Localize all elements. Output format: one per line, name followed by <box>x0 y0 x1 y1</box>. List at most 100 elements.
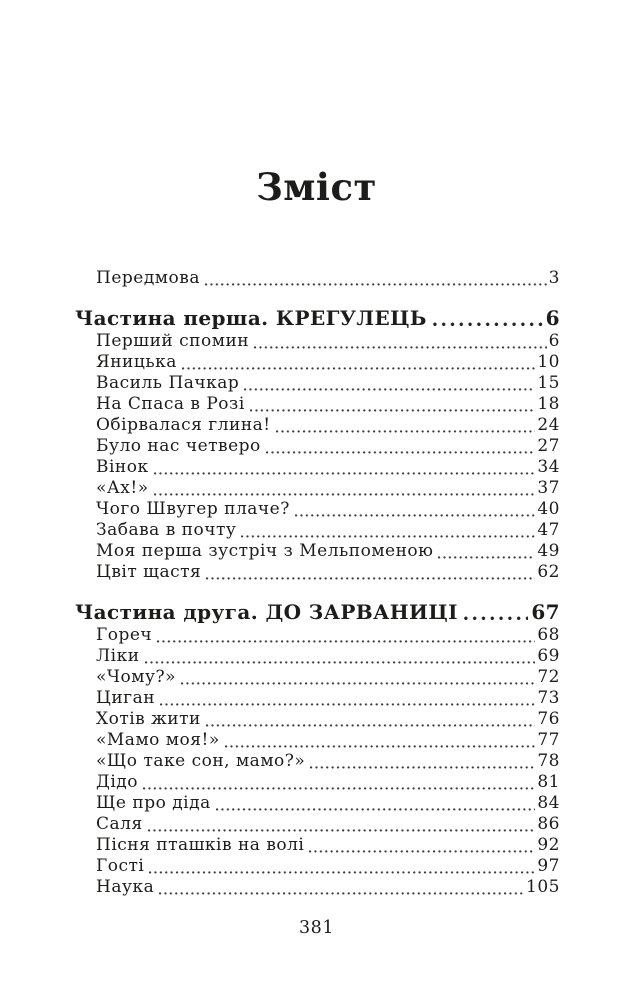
toc-entry-page-number: 34 <box>537 457 560 477</box>
toc-entry: Хотів жити 76 <box>75 709 560 730</box>
toc-entry-page-number: 76 <box>537 709 560 729</box>
toc-entry: Обірвалася глина! 24 <box>75 415 560 436</box>
dot-leader <box>432 322 543 327</box>
toc-entry-label: Обірвалася глина! <box>96 415 271 435</box>
dot-leader <box>181 367 536 370</box>
toc-entry-label: Ліки <box>96 646 140 666</box>
toc-entry-preface: Передмова 3 <box>75 268 560 289</box>
toc-entry: Вінок 34 <box>75 457 560 478</box>
toc-entry-page-number: 37 <box>537 478 560 498</box>
dot-leader <box>224 745 536 748</box>
toc-entry-label: Гореч <box>96 625 153 645</box>
toc-entry: Ще про діда 84 <box>75 793 560 814</box>
toc-entry-page-number: 62 <box>537 562 560 582</box>
dot-leader <box>153 472 536 475</box>
toc-entry-page-number: 47 <box>537 520 560 540</box>
toc-entry-page-number: 68 <box>537 625 560 645</box>
toc-entry: Гості 97 <box>75 856 560 877</box>
dot-leader <box>149 871 536 874</box>
toc-entry-label: Перший спомин <box>96 331 250 351</box>
dot-leader <box>309 850 536 853</box>
page-title: Зміст <box>256 165 377 209</box>
toc-entry-label: Василь Пачкар <box>96 373 240 393</box>
dot-leader <box>181 682 536 685</box>
toc-entry: Гореч 68 <box>75 625 560 646</box>
dot-leader <box>206 577 536 580</box>
dot-leader <box>310 766 536 769</box>
toc-entry-label: Цвіт щастя <box>96 562 202 582</box>
toc-entry-page-number: 84 <box>537 793 560 813</box>
dot-leader <box>144 661 536 664</box>
toc-entry: «Чому?» 72 <box>75 667 560 688</box>
toc-entry-label: «Що таке сон, мамо?» <box>96 751 306 771</box>
toc-entry-label: Було нас четверо <box>96 436 261 456</box>
dot-leader <box>438 556 536 559</box>
toc-entry: Чого Швугер плаче? 40 <box>75 499 560 520</box>
toc-entry-label: Саля <box>96 814 143 834</box>
dot-leader <box>142 787 536 790</box>
toc-entry: Моя перша зустріч з Мельпоменою 49 <box>75 541 560 562</box>
toc-entry: «Ах!» 37 <box>75 478 560 499</box>
toc-entry-label: Вінок <box>96 457 149 477</box>
toc-entry-page-number: 15 <box>537 373 560 393</box>
toc-entry-page-number: 40 <box>537 499 560 519</box>
toc-parts: Частина перша. КРЕГУЛЕЦЬ 6 Перший спомин… <box>75 305 560 898</box>
dot-leader <box>157 640 536 643</box>
toc-entry-label: «Ах!» <box>96 478 149 498</box>
toc-entry-label: «Мамо моя!» <box>96 730 220 750</box>
toc-entry-label: Дідо <box>96 772 138 792</box>
dot-leader <box>275 430 536 433</box>
toc-entry-label: Хотів жити <box>96 709 201 729</box>
dot-leader <box>254 346 547 349</box>
toc-entry-label: Циган <box>96 688 156 708</box>
toc-entry: Наука 105 <box>75 877 560 898</box>
toc-entry-page-number: 49 <box>537 541 560 561</box>
dot-leader <box>205 724 536 727</box>
dot-leader <box>241 535 536 538</box>
toc-entry-page-number: 105 <box>526 877 560 897</box>
toc-part: Частина перша. КРЕГУЛЕЦЬ 6 Перший спомин… <box>75 305 560 583</box>
toc-entry-label: Ще про діда <box>96 793 211 813</box>
dot-leader <box>153 493 536 496</box>
dot-leader <box>249 409 536 412</box>
toc-entry-label: Передмова <box>96 268 200 288</box>
toc-entry: Дідо 81 <box>75 772 560 793</box>
toc-entry: Ліки 69 <box>75 646 560 667</box>
dot-leader <box>159 892 525 895</box>
toc-entry: «Що таке сон, мамо?» 78 <box>75 751 560 772</box>
dot-leader <box>147 829 536 832</box>
toc-entry: На Спаса в Розі 18 <box>75 394 560 415</box>
dot-leader <box>160 703 536 706</box>
toc-part-page-number: 67 <box>531 600 560 624</box>
toc-entry-label: Пісня пташків на волі <box>96 835 305 855</box>
toc-entry: Пісня пташків на волі 92 <box>75 835 560 856</box>
toc-entry-page-number: 78 <box>537 751 560 771</box>
toc-entry-page-number: 86 <box>537 814 560 834</box>
toc-entry-page-number: 10 <box>537 352 560 372</box>
folio-page-number: 381 <box>299 918 334 938</box>
table-of-contents: Передмова 3 Частина перша. КРЕГУЛЕЦЬ 6 П… <box>75 268 560 898</box>
toc-entry-page-number: 97 <box>537 856 560 876</box>
toc-entry: Цвіт щастя 62 <box>75 562 560 583</box>
toc-part-heading-label: Частина друга. ДО ЗАРВАНИЦІ <box>75 600 458 624</box>
toc-part-heading: Частина перша. КРЕГУЛЕЦЬ 6 <box>75 305 560 331</box>
toc-part: Частина друга. ДО ЗАРВАНИЦІ 67 Гореч 68 … <box>75 599 560 898</box>
toc-part-heading: Частина друга. ДО ЗАРВАНИЦІ 67 <box>75 599 560 625</box>
toc-entry: Яницька 10 <box>75 352 560 373</box>
dot-leader <box>215 808 536 811</box>
toc-entry-label: Чого Швугер плаче? <box>96 499 290 519</box>
toc-entry: Забава в почту 47 <box>75 520 560 541</box>
toc-entry-label: Наука <box>96 877 155 897</box>
dot-leader <box>244 388 536 391</box>
toc-part-page-number: 6 <box>545 306 560 330</box>
toc-entry-label: Гості <box>96 856 145 876</box>
dot-leader <box>265 451 536 454</box>
toc-entry-page-number: 77 <box>537 730 560 750</box>
toc-part-entries: Гореч 68 Ліки 69 «Чому?» 72 Циган 73 Хот… <box>75 625 560 898</box>
toc-entry-page-number: 27 <box>537 436 560 456</box>
toc-entry-label: Яницька <box>96 352 177 372</box>
dot-leader <box>463 616 529 621</box>
dot-leader <box>294 514 536 517</box>
toc-entry-label: «Чому?» <box>96 667 177 687</box>
